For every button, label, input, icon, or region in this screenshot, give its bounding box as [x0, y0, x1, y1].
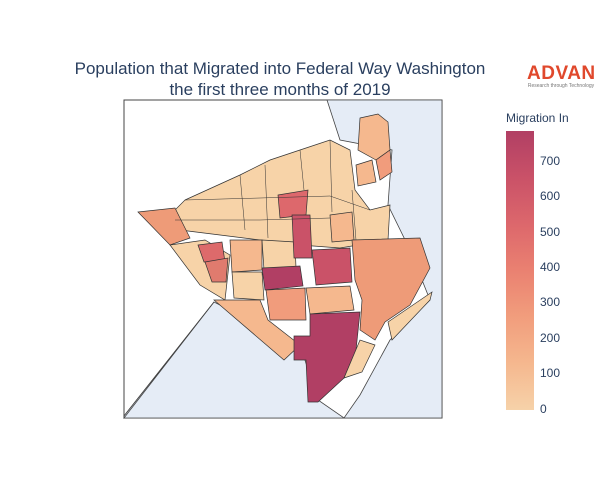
tract-central-e[interactable]: [329, 211, 355, 243]
tract-central-c[interactable]: [291, 214, 313, 259]
tract-peninsula-b[interactable]: [375, 149, 393, 181]
legend-title: Migration In: [506, 111, 569, 125]
title-line-1: Population that Migrated into Federal Wa…: [74, 59, 486, 78]
title-line-2: the first three months of 2019: [169, 80, 391, 99]
tract-east-b[interactable]: [387, 291, 433, 341]
tick-label: 700: [540, 154, 561, 168]
colorbar: [506, 131, 534, 410]
tract-south-b[interactable]: [343, 339, 376, 379]
tract-south-hot[interactable]: [293, 311, 361, 403]
census-tracts: [137, 113, 433, 403]
tract-sw-c[interactable]: [265, 287, 307, 321]
tick-label: 100: [540, 366, 561, 380]
tract-north-east[interactable]: [355, 159, 377, 187]
tract-central-hot[interactable]: [261, 265, 304, 291]
tract-east-a[interactable]: [351, 237, 431, 341]
advan-logo: ADVAN Research through Technology: [527, 64, 595, 90]
tick-label: 300: [540, 295, 561, 309]
tract-central-a[interactable]: [229, 239, 263, 273]
tick-label: 200: [540, 331, 561, 345]
tract-west-d[interactable]: [204, 257, 229, 283]
tick-label: 0: [540, 402, 547, 416]
tick-label: 600: [540, 189, 561, 203]
tract-central-d[interactable]: [311, 247, 353, 286]
tract-west-a[interactable]: [137, 207, 191, 246]
tract-central-b[interactable]: [261, 239, 297, 271]
tick-label: 500: [540, 225, 561, 239]
tick-label: 400: [540, 260, 561, 274]
tract-sw-a[interactable]: [213, 299, 301, 361]
tract-north-hot[interactable]: [277, 189, 309, 219]
chart-title: Population that Migrated into Federal Wa…: [30, 58, 530, 100]
logo-tagline: Research through Technology: [527, 83, 595, 89]
water-area: [123, 99, 443, 419]
tract-sw-d[interactable]: [305, 285, 355, 315]
logo-name: ADVAN: [527, 63, 596, 84]
tract-sw-b[interactable]: [231, 271, 265, 301]
water-sw: [123, 301, 215, 420]
tract-borders: [175, 139, 371, 241]
